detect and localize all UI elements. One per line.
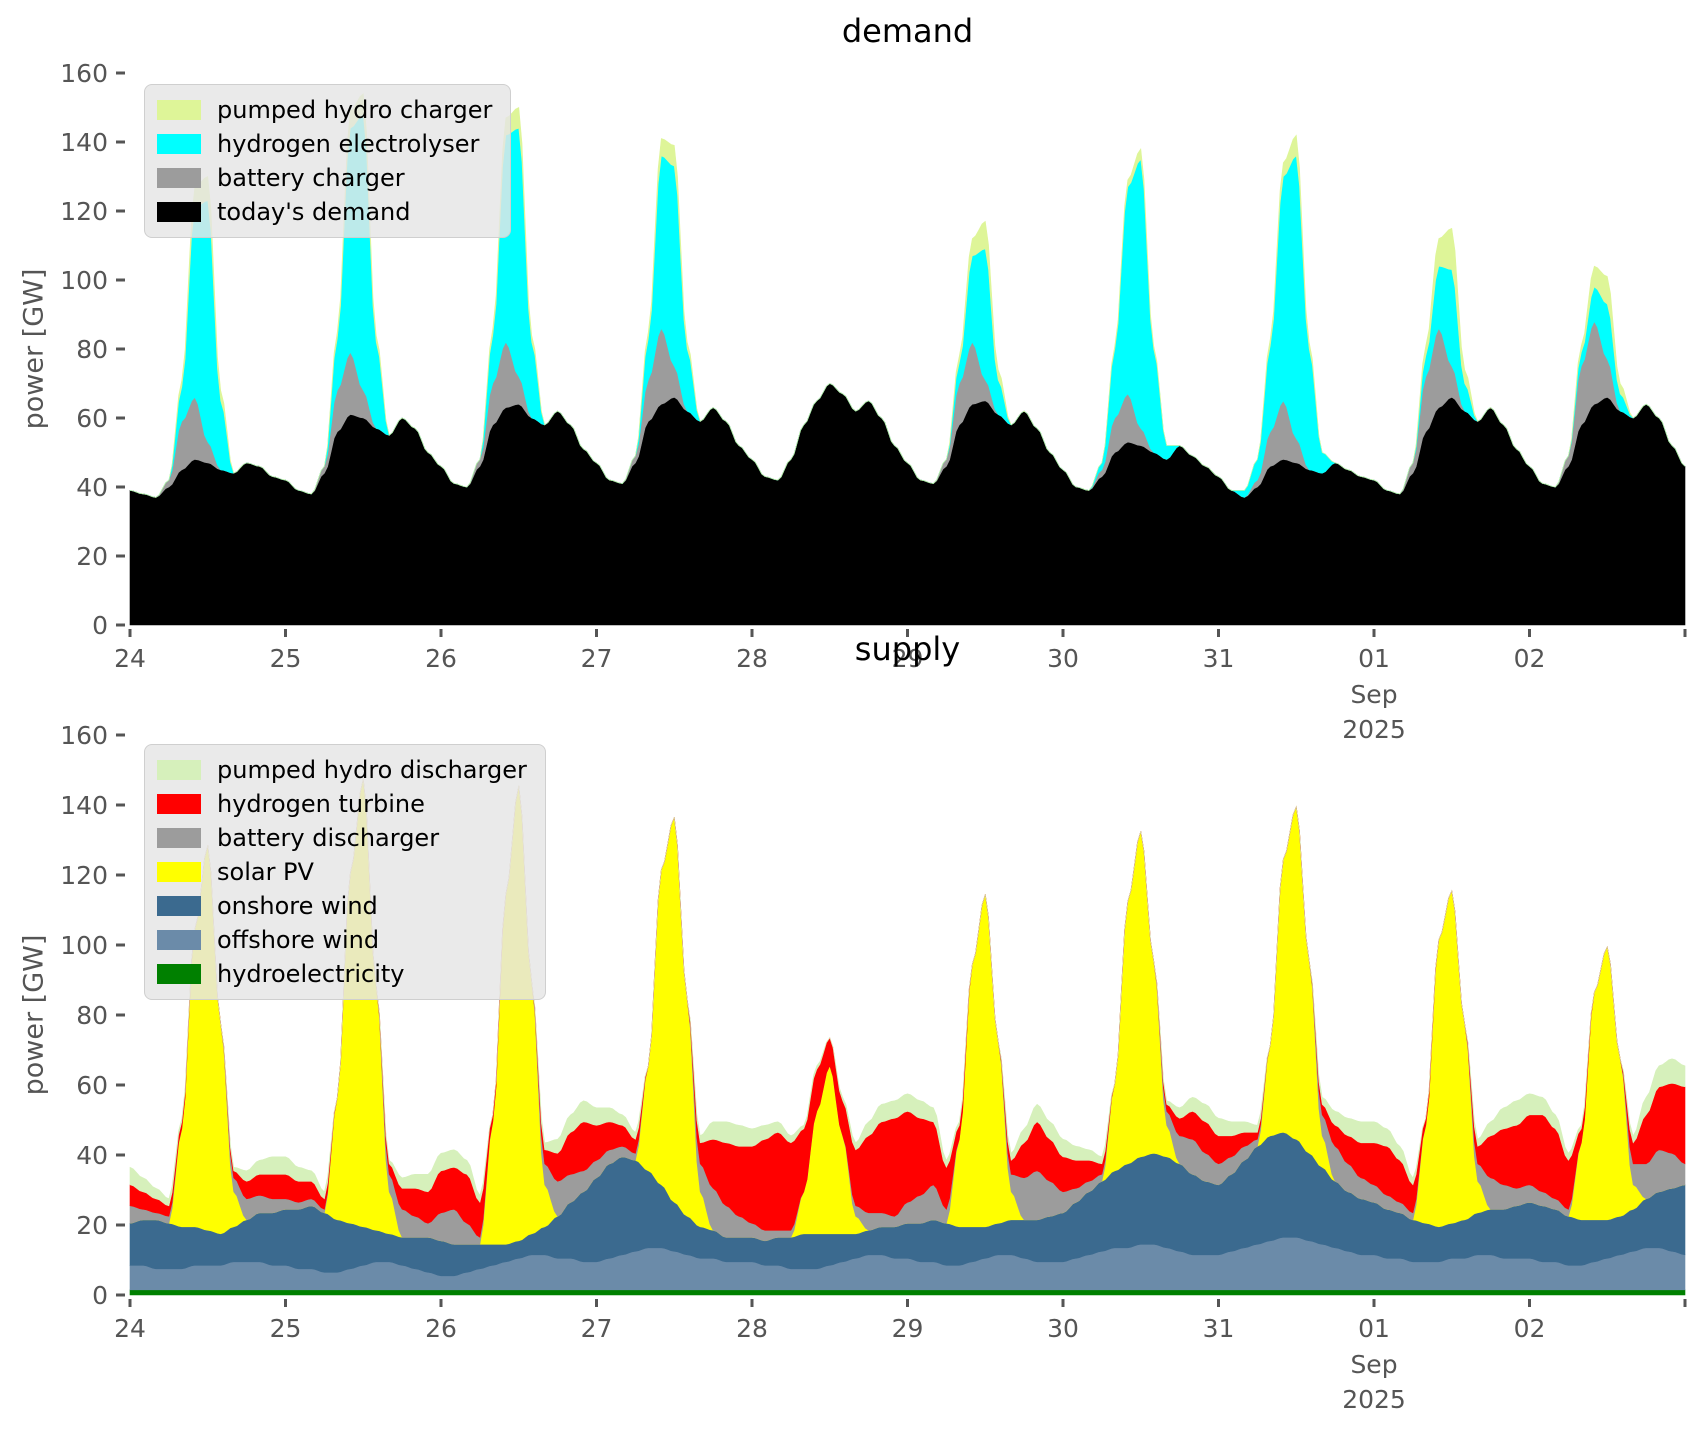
legend-item-onshore-wind: onshore wind <box>157 891 527 921</box>
legend-label: solar PV <box>217 858 314 886</box>
y-tick-label: 40 <box>76 1141 108 1170</box>
x-tick-label: 27 <box>581 1314 613 1343</box>
x-tick-label: 29 <box>892 644 924 673</box>
x-tick-label: 31 <box>1203 1314 1235 1343</box>
y-tick-label: 0 <box>92 1281 108 1310</box>
month-label: Sep <box>1350 680 1397 709</box>
x-tick-label: 28 <box>736 1314 768 1343</box>
y-tick-label: 160 <box>60 59 108 88</box>
legend-item-battery-charger: battery charger <box>157 163 492 193</box>
supply-legend: pumped hydro discharger hydrogen turbine b… <box>144 744 546 1000</box>
x-tick-label: 29 <box>892 1314 924 1343</box>
y-tick-label: 0 <box>92 611 108 640</box>
legend-label: battery charger <box>217 164 405 192</box>
hydrogen-turbine-swatch <box>157 794 201 814</box>
legend-label: today's demand <box>217 198 411 226</box>
x-tick-label: 28 <box>736 644 768 673</box>
legend-item-pumped-hydro-charger: pumped hydro charger <box>157 95 492 125</box>
legend-label: hydrogen turbine <box>217 790 425 818</box>
x-tick-label: 30 <box>1047 1314 1079 1343</box>
y-tick-label: 40 <box>76 473 108 502</box>
legend-item-offshore-wind: offshore wind <box>157 925 527 955</box>
legend-label: hydroelectricity <box>217 960 405 988</box>
y-tick-label: 100 <box>60 266 108 295</box>
y-tick-label: 160 <box>60 721 108 750</box>
legend-item-hydrogen-electrolyser: hydrogen electrolyser <box>157 129 492 159</box>
y-tick-label: 120 <box>60 861 108 890</box>
x-tick-label: 02 <box>1514 1314 1546 1343</box>
x-tick-label: 24 <box>114 1314 146 1343</box>
battery-discharger-swatch <box>157 828 201 848</box>
solar-pv-swatch <box>157 862 201 882</box>
legend-label: onshore wind <box>217 892 378 920</box>
area-hydroelectricity <box>129 1289 1686 1296</box>
x-tick-label: 25 <box>270 1314 302 1343</box>
legend-label: battery discharger <box>217 824 440 852</box>
y-tick-label: 80 <box>76 1001 108 1030</box>
year-label: 2025 <box>1342 1385 1406 1414</box>
pumped-hydro-discharger-swatch <box>157 760 201 780</box>
demand-legend: pumped hydro charger hydrogen electrolyse… <box>144 84 512 238</box>
hydroelectricity-swatch <box>157 964 201 984</box>
x-tick-label: 01 <box>1358 1314 1390 1343</box>
y-tick-label: 140 <box>60 128 108 157</box>
x-tick-label: 26 <box>425 644 457 673</box>
demand-chart-title: demand <box>841 12 974 50</box>
x-tick-label: 31 <box>1203 644 1235 673</box>
legend-item-today-s-demand: today's demand <box>157 197 492 227</box>
supply-y-axis-label: power [GW] <box>18 934 50 1096</box>
battery-charger-swatch <box>157 168 201 188</box>
area-today-s-demand <box>129 383 1686 626</box>
hydrogen-electrolyser-swatch <box>157 134 201 154</box>
demand-y-axis-label: power [GW] <box>18 268 50 430</box>
legend-item-hydroelectricity: hydroelectricity <box>157 959 527 989</box>
x-tick-label: 24 <box>114 644 146 673</box>
supply-chart-title: supply <box>854 630 961 668</box>
today-s-demand-swatch <box>157 202 201 222</box>
x-tick-label: 01 <box>1358 644 1390 673</box>
y-tick-label: 140 <box>60 791 108 820</box>
x-tick-label: 30 <box>1047 644 1079 673</box>
legend-label: pumped hydro discharger <box>217 756 527 784</box>
area-pumped-hydro-discharger <box>129 778 1686 1207</box>
y-tick-label: 80 <box>76 335 108 364</box>
x-tick-label: 27 <box>581 644 613 673</box>
x-tick-label: 25 <box>270 644 302 673</box>
y-tick-label: 60 <box>76 1071 108 1100</box>
y-tick-label: 100 <box>60 931 108 960</box>
month-label: Sep <box>1350 1350 1397 1379</box>
legend-item-hydrogen-turbine: hydrogen turbine <box>157 789 527 819</box>
x-tick-label: 02 <box>1514 644 1546 673</box>
x-tick-label: 26 <box>425 1314 457 1343</box>
offshore-wind-swatch <box>157 930 201 950</box>
y-tick-label: 20 <box>76 1211 108 1240</box>
pumped-hydro-charger-swatch <box>157 100 201 120</box>
year-label: 2025 <box>1342 715 1406 744</box>
legend-label: hydrogen electrolyser <box>217 130 480 158</box>
area-pumped-hydro-charger <box>129 93 1686 498</box>
legend-item-solar-pv: solar PV <box>157 857 527 887</box>
legend-item-pumped-hydro-discharger: pumped hydro discharger <box>157 755 527 785</box>
y-tick-label: 120 <box>60 197 108 226</box>
legend-label: pumped hydro charger <box>217 96 493 124</box>
onshore-wind-swatch <box>157 896 201 916</box>
y-tick-label: 20 <box>76 542 108 571</box>
legend-label: offshore wind <box>217 926 380 954</box>
y-tick-label: 60 <box>76 404 108 433</box>
legend-item-battery-discharger: battery discharger <box>157 823 527 853</box>
